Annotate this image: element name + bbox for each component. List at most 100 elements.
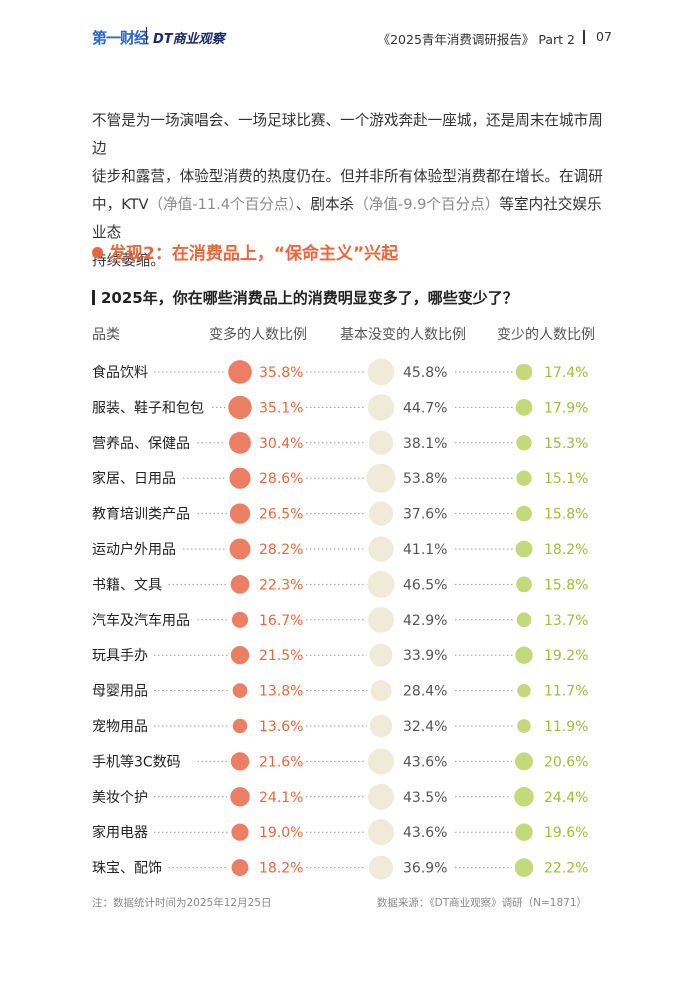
bubble-0 <box>230 787 250 807</box>
bubble-0 <box>231 611 249 628</box>
category-label: 家用电器 <box>92 824 148 841</box>
category-label: 美妆个护 <box>92 790 148 806</box>
value-label-2: 18.2% <box>544 542 588 558</box>
value-label-2: 11.7% <box>544 684 588 700</box>
bubble-2 <box>515 399 533 416</box>
intro-paragraph: 不管是为一场演唱会、一场足球比赛、一个游戏奔赴一座城，还是周末在城市周边 徒步和… <box>92 107 612 275</box>
category-label: 服装、鞋子和包包 <box>92 400 204 416</box>
bubble-2 <box>516 612 532 628</box>
finding-title: 发现2：在消费品上，“保命主义”兴起 <box>109 244 399 264</box>
value-label-1: 42.9% <box>403 613 447 629</box>
bubble-2 <box>516 505 532 522</box>
value-label-1: 32.4% <box>403 719 447 735</box>
value-label-1: 46.5% <box>403 577 447 593</box>
bubble-1 <box>368 501 394 526</box>
chart-question: 2025年，你在哪些消费品上的消费明显变多了，哪些变少了？ <box>92 287 518 308</box>
value-label-2: 17.4% <box>544 365 588 381</box>
bubble-0 <box>232 683 248 698</box>
value-label-2: 24.4% <box>544 790 588 806</box>
category-label: 教育培训类产品 <box>92 507 190 523</box>
category-label: 运动户外用品 <box>92 541 176 558</box>
value-label-2: 11.9% <box>544 719 588 735</box>
value-label-1: 37.6% <box>403 507 447 523</box>
value-label-2: 15.8% <box>544 507 588 523</box>
bubble-1 <box>369 643 393 667</box>
value-label-1: 43.6% <box>403 825 447 841</box>
value-label-0: 28.2% <box>259 542 303 558</box>
value-label-2: 15.1% <box>544 471 588 487</box>
column-header-2: 基本没变的人数比例 <box>340 326 466 343</box>
value-label-0: 30.4% <box>259 436 303 452</box>
logo-divider <box>146 27 147 44</box>
bubble-1 <box>368 855 394 880</box>
bubble-0 <box>231 859 249 877</box>
intro-line-2: 徒步和露营，体验型消费的热度仍在。但并非所有体验型消费都在增长。在调研 <box>92 168 603 185</box>
value-label-0: 22.3% <box>259 577 303 593</box>
intro-line-4: 持续萎缩。 <box>92 252 165 269</box>
intro-line-3: 中，KTV（净值-11.4个百分点）、剧本杀（净值-9.9个百分点）等室内社交娱… <box>92 191 612 247</box>
category-label: 母婴用品 <box>92 684 148 700</box>
bubble-1 <box>369 714 393 738</box>
bubble-2 <box>516 576 532 593</box>
category-label: 手机等3C数码 <box>92 753 181 770</box>
value-label-0: 13.8% <box>259 684 303 700</box>
bubble-0 <box>230 646 250 665</box>
column-header-3: 变少的人数比例 <box>497 327 595 343</box>
bubble-1 <box>370 680 392 702</box>
bubble-1 <box>368 430 394 455</box>
value-label-2: 20.6% <box>544 754 588 770</box>
bubble-0 <box>228 360 252 384</box>
category-label: 玩具手办 <box>92 648 148 664</box>
category-label: 营养品、保健品 <box>92 436 190 452</box>
bubble-1 <box>367 819 395 846</box>
bubble-1 <box>367 748 395 775</box>
category-label: 书籍、文具 <box>92 576 162 593</box>
bubble-2 <box>515 646 533 664</box>
bubble-0 <box>229 503 251 524</box>
value-label-2: 19.2% <box>544 648 588 664</box>
dt-logo: DT商业观察 <box>153 32 225 47</box>
value-label-2: 15.8% <box>544 577 588 593</box>
column-header-0: 品类 <box>92 327 120 343</box>
bubble-1 <box>368 606 394 633</box>
intro-line-1: 不管是为一场演唱会、一场足球比赛、一个游戏奔赴一座城，还是周末在城市周边 <box>92 112 603 157</box>
value-label-2: 15.3% <box>544 436 588 452</box>
value-label-0: 19.0% <box>259 825 303 841</box>
footer-source: 数据来源：《DT商业观察》调研（N=1871） <box>376 897 587 909</box>
page-header: 第一财经 DT商业观察 《2025青年消费调研报告》 Part 2 07 <box>0 0 699 70</box>
bubble-0 <box>231 823 249 841</box>
value-label-1: 36.9% <box>403 861 447 877</box>
intro-jubensha: 、剧本杀 <box>295 196 355 213</box>
value-label-0: 24.1% <box>259 790 303 806</box>
value-label-0: 18.2% <box>259 861 303 877</box>
bubble-1 <box>367 358 395 386</box>
value-label-2: 13.7% <box>544 613 588 629</box>
bubble-0 <box>229 538 251 560</box>
value-label-1: 45.8% <box>403 365 447 381</box>
yicai-logo: 第一财经 <box>92 29 149 47</box>
value-label-0: 35.8% <box>259 365 303 381</box>
value-label-2: 17.9% <box>544 400 588 416</box>
category-label: 珠宝、配饰 <box>92 861 162 877</box>
intro-line-3-end: 等室内社交娱乐业态 <box>92 196 602 241</box>
value-label-0: 13.6% <box>259 719 303 735</box>
bubble-1 <box>367 783 395 810</box>
value-label-0: 21.5% <box>259 648 303 664</box>
bubble-2 <box>516 470 532 486</box>
finding-heading: 发现2：在消费品上，“保命主义”兴起 <box>92 239 398 264</box>
bubble-1 <box>367 394 395 421</box>
bubble-2 <box>514 858 534 877</box>
bubble-2 <box>515 363 533 381</box>
value-label-0: 16.7% <box>259 613 303 629</box>
bubble-1 <box>368 536 394 562</box>
question-text: 2025年，你在哪些消费品上的消费明显变多了，哪些变少了？ <box>101 289 518 307</box>
bubble-0 <box>229 467 251 489</box>
category-label: 家居、日用品 <box>92 470 176 487</box>
category-label: 宠物用品 <box>92 719 148 735</box>
value-label-1: 28.4% <box>403 684 447 700</box>
bubble-2 <box>515 823 533 841</box>
value-label-2: 19.6% <box>544 825 588 841</box>
value-label-1: 43.6% <box>403 754 447 770</box>
bubble-2 <box>517 719 531 733</box>
